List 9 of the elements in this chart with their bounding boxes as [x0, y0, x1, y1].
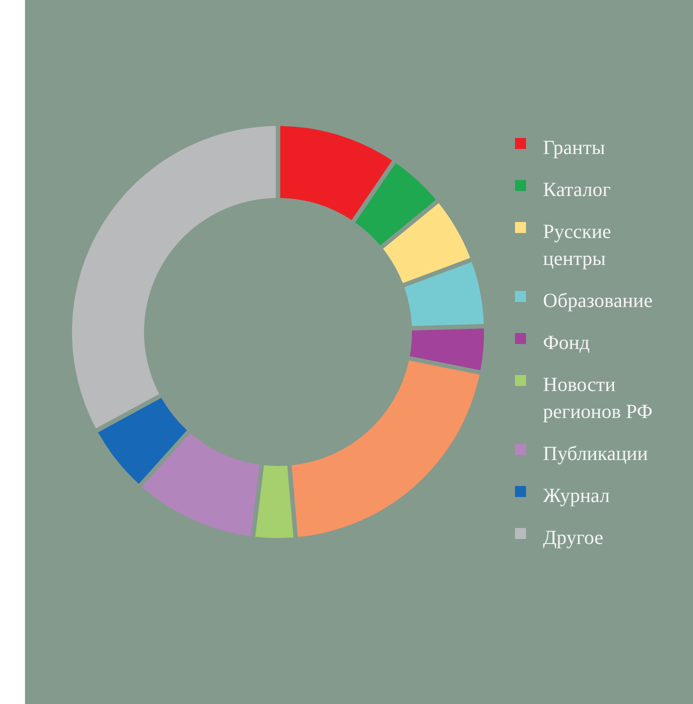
legend-label: Образование [543, 290, 653, 312]
legend-label: Русские центры [543, 220, 612, 270]
legend-label: Гранты [543, 136, 606, 159]
legend-label: Фонд [543, 332, 590, 354]
legend-label: Журнал [543, 484, 610, 507]
legend-label: Новости регионов РФ [543, 374, 653, 423]
legend-label: Другое [543, 526, 604, 549]
legend-label: Каталог [543, 178, 611, 201]
legend-label: Публикации [543, 442, 648, 465]
